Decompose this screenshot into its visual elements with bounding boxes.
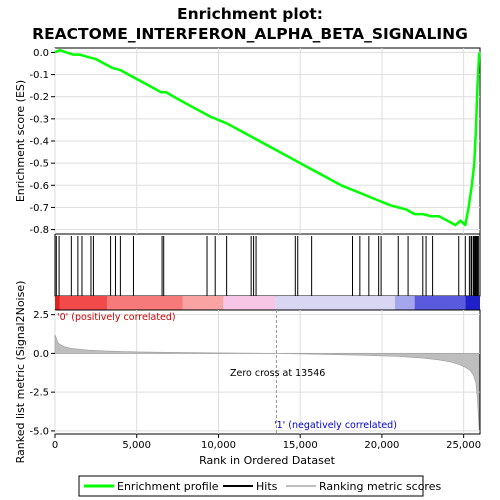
- hits-panel-frame: [54, 233, 481, 297]
- metric-area: [54, 334, 480, 431]
- es-y-tick-label: -0.6: [29, 181, 49, 192]
- x-tick-label: 10,000: [201, 440, 236, 451]
- heat-bar-segment: [59, 296, 108, 310]
- hit-lines: [55, 236, 479, 296]
- es-y-tick-label: -0.8: [29, 225, 49, 236]
- chart-title-line-1: Enrichment plot:: [177, 5, 323, 23]
- legend-profile-label: Enrichment profile: [117, 480, 219, 493]
- metric-y-axis-label: Ranked list metric (Signal2Noise): [14, 281, 27, 464]
- heat-bar-segment: [223, 296, 276, 310]
- chart-title-line-2: REACTOME_INTERFERON_ALPHA_BETA_SIGNALING: [32, 25, 468, 43]
- legend-hits-label: Hits: [256, 480, 278, 493]
- heat-bar-segment: [395, 296, 415, 310]
- zero-cross-label: Zero cross at 13546: [230, 368, 325, 379]
- metric-panel-frame: [54, 309, 481, 435]
- x-tick-label: 5,000: [122, 440, 151, 451]
- metric-y-tick-label: -2.5: [29, 388, 49, 399]
- x-tick-label: 25,000: [446, 440, 481, 451]
- es-y-tick-label: -0.7: [29, 203, 49, 214]
- heat-bar-segment: [414, 296, 466, 310]
- enrichment-profile-line: [54, 48, 481, 227]
- metric-area-series: [54, 334, 480, 431]
- es-y-tick-label: -0.5: [29, 159, 49, 170]
- es-y-axis: 0.0 -0.1 -0.2 -0.3 -0.4 -0.5 -0.6 -0.7 -0.8: [29, 48, 55, 236]
- x-axis: 0 5,000 10,000 15,000 20,000 25,000: [52, 434, 481, 451]
- es-y-tick-label: -0.2: [29, 92, 49, 103]
- heat-bar-segment: [275, 296, 395, 310]
- heat-bar-segment: [182, 296, 224, 310]
- metric-y-tick-label: -5.0: [29, 426, 49, 437]
- es-grid: [54, 48, 480, 234]
- metric-y-tick-label: 2.5: [33, 310, 49, 321]
- heat-bar: [55, 296, 480, 310]
- x-tick-label: 20,000: [364, 440, 399, 451]
- metric-y-tick-label: 0.0: [33, 349, 49, 360]
- es-y-tick-label: -0.1: [29, 70, 49, 81]
- es-y-tick-label: -0.4: [29, 137, 49, 148]
- positive-correlation-label: '0' (positively correlated): [57, 312, 176, 323]
- enrichment-profile-series: [54, 48, 481, 227]
- es-y-tick-label: 0.0: [33, 48, 49, 59]
- negative-correlation-label: '1' (negatively correlated): [274, 420, 397, 431]
- x-axis-label: Rank in Ordered Dataset: [199, 454, 336, 467]
- heat-bar-segment: [55, 296, 60, 310]
- heat-bar-segment: [107, 296, 183, 310]
- es-y-tick-label: -0.3: [29, 114, 49, 125]
- es-y-axis-label: Enrichment score (ES): [14, 80, 27, 202]
- x-tick-label: 15,000: [283, 440, 318, 451]
- metric-y-axis: 2.5 0.0 -2.5 -5.0: [29, 310, 55, 437]
- x-tick-label: 0: [52, 440, 58, 451]
- heat-bar-segment: [465, 296, 480, 310]
- legend-metric-label: Ranking metric scores: [319, 480, 441, 493]
